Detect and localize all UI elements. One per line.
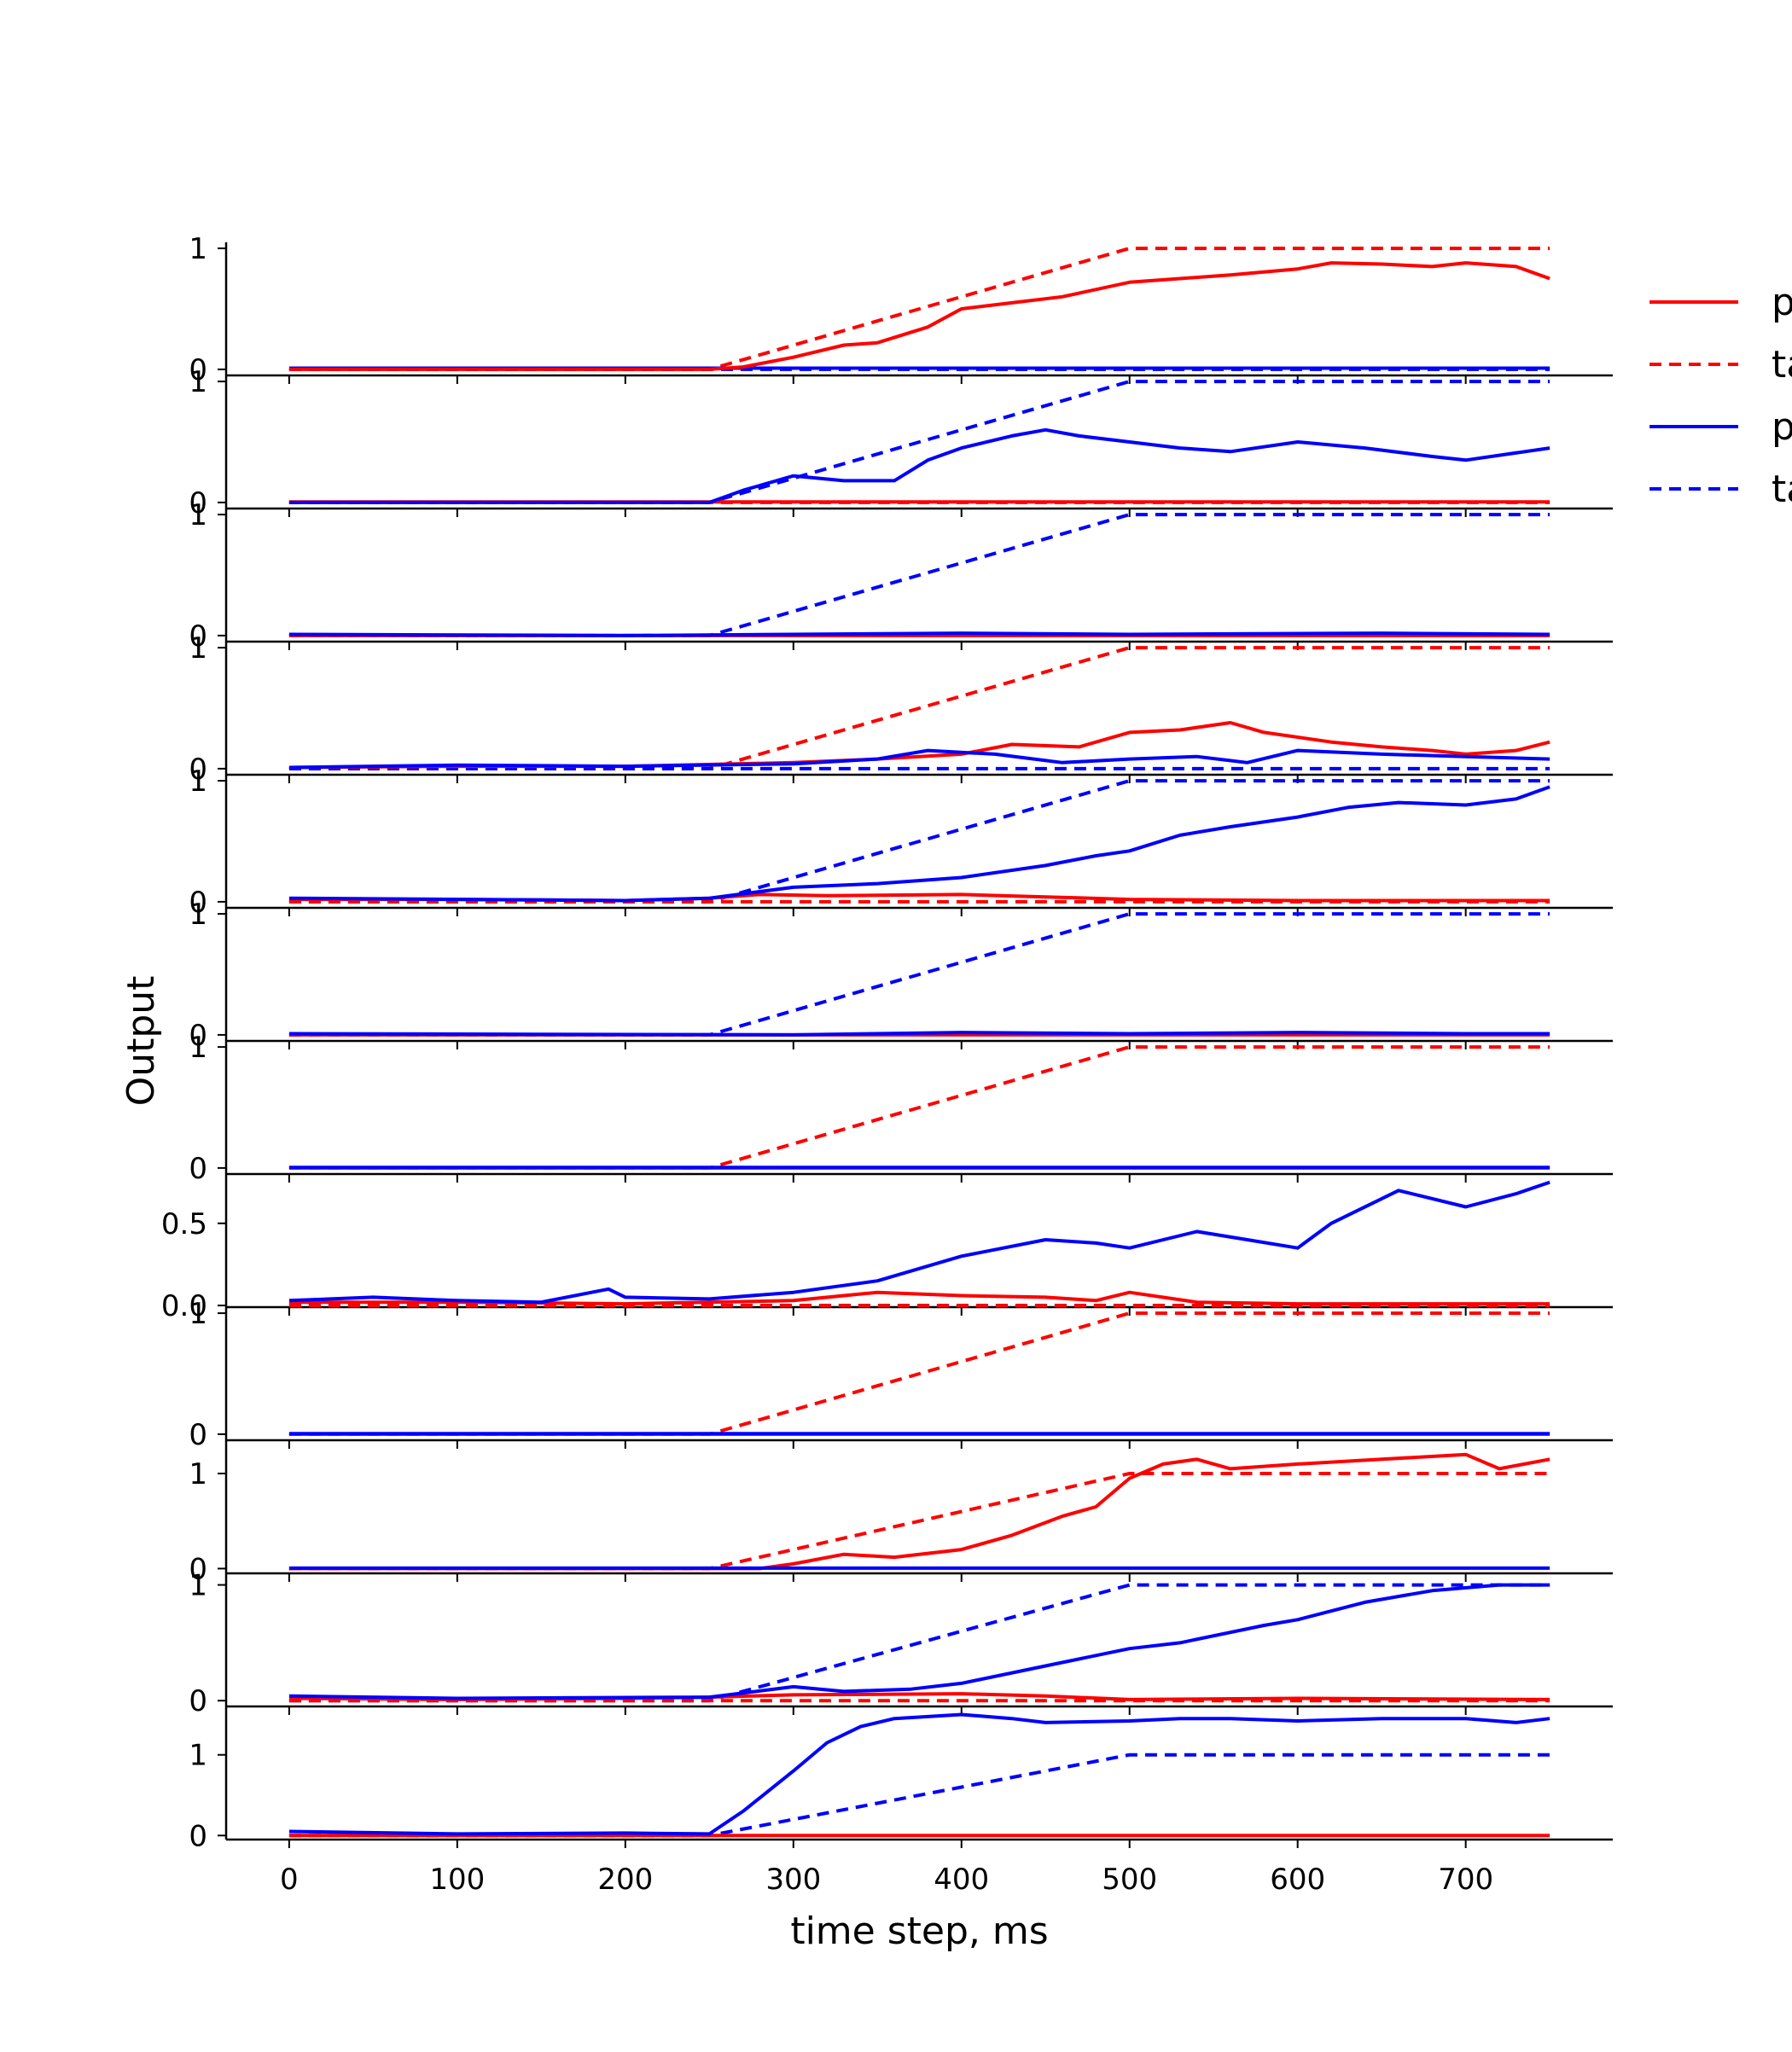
target-line — [288, 1045, 1551, 1170]
panel-2: 01 — [189, 365, 1613, 520]
target-line — [288, 1311, 1551, 1436]
x-axis-label: time step, ms — [790, 1910, 1048, 1953]
prediction-line — [288, 1180, 1551, 1305]
panel-11: 01 — [189, 1569, 1613, 1718]
y-tick-label: 1 — [189, 1457, 207, 1491]
panel-12: 01 — [189, 1706, 1613, 1853]
x-tick-label: 100 — [429, 1863, 485, 1897]
y-tick-label: 1 — [189, 764, 207, 799]
panel-10: 01 — [189, 1440, 1613, 1586]
target-line — [288, 1753, 1551, 1838]
legend-label: p — [1772, 405, 1792, 449]
y-tick-label: 0 — [189, 353, 207, 387]
prediction-line — [288, 261, 1551, 371]
prediction-line — [288, 1452, 1551, 1571]
y-tick-label: 0 — [189, 1418, 207, 1452]
y-tick-label: 0 — [189, 619, 207, 654]
panel-5: 01 — [189, 764, 1613, 920]
prediction-line — [288, 427, 1551, 504]
x-tick-label: 400 — [934, 1863, 989, 1897]
panel-1: 01 — [189, 232, 1613, 387]
panel-7: 01 — [189, 1031, 1613, 1186]
panel-6: 01 — [189, 898, 1613, 1053]
legend-label: ta — [1772, 343, 1792, 387]
prediction-line — [288, 1583, 1551, 1700]
y-tick-label: 0 — [189, 1684, 207, 1718]
y-tick-label: 1 — [189, 1739, 207, 1773]
prediction-line — [288, 748, 1551, 770]
y-tick-label: 1 — [189, 898, 207, 932]
y-tick-label: 1 — [189, 631, 207, 666]
y-tick-label: 0 — [189, 1552, 207, 1586]
target-line — [288, 779, 1551, 904]
y-tick-label: 1 — [189, 1569, 207, 1603]
prediction-line — [288, 631, 1551, 637]
prediction-line — [288, 785, 1551, 903]
y-tick-label: 1 — [189, 1031, 207, 1065]
panel-8: 0.0 0.5 — [161, 1174, 1613, 1323]
panel-3: 01 — [189, 498, 1613, 654]
y-tick-label: 0 — [189, 1152, 207, 1186]
x-tick-label: 300 — [765, 1863, 821, 1897]
x-tick-label: 700 — [1438, 1863, 1493, 1897]
y-tick-label: 1 — [189, 1297, 207, 1331]
legend-label: ta — [1772, 468, 1792, 511]
y-tick-label: 0.0 — [161, 1289, 207, 1323]
legend: p ta p ta — [1649, 281, 1792, 511]
target-line — [288, 380, 1551, 504]
target-line — [288, 1472, 1551, 1571]
prediction-line — [288, 1031, 1551, 1037]
panel-9: 01 — [189, 1297, 1613, 1452]
y-axis-label: Output — [119, 976, 163, 1107]
prediction-line — [288, 1712, 1551, 1836]
prediction-line — [288, 1290, 1551, 1306]
x-tick-label: 600 — [1270, 1863, 1325, 1897]
y-tick-label: 0 — [189, 886, 207, 920]
x-tick-label: 200 — [597, 1863, 653, 1897]
prediction-line — [288, 721, 1551, 770]
y-tick-label: 0 — [189, 1019, 207, 1053]
x-tick-label: 500 — [1102, 1863, 1157, 1897]
y-tick-label: 0.5 — [161, 1207, 207, 1241]
target-line — [288, 646, 1551, 770]
target-line — [288, 247, 1551, 371]
y-tick-label: 0 — [189, 1819, 207, 1853]
y-tick-label: 1 — [189, 365, 207, 399]
target-line — [288, 912, 1551, 1037]
panel-4: 01 — [189, 631, 1613, 787]
target-line — [288, 1583, 1551, 1703]
target-line — [288, 513, 1551, 637]
y-tick-label: 1 — [189, 232, 207, 266]
x-tick-label: 0 — [280, 1863, 299, 1897]
y-tick-label: 0 — [189, 486, 207, 520]
y-tick-label: 0 — [189, 753, 207, 787]
y-tick-label: 1 — [189, 498, 207, 532]
legend-label: p — [1772, 281, 1792, 324]
